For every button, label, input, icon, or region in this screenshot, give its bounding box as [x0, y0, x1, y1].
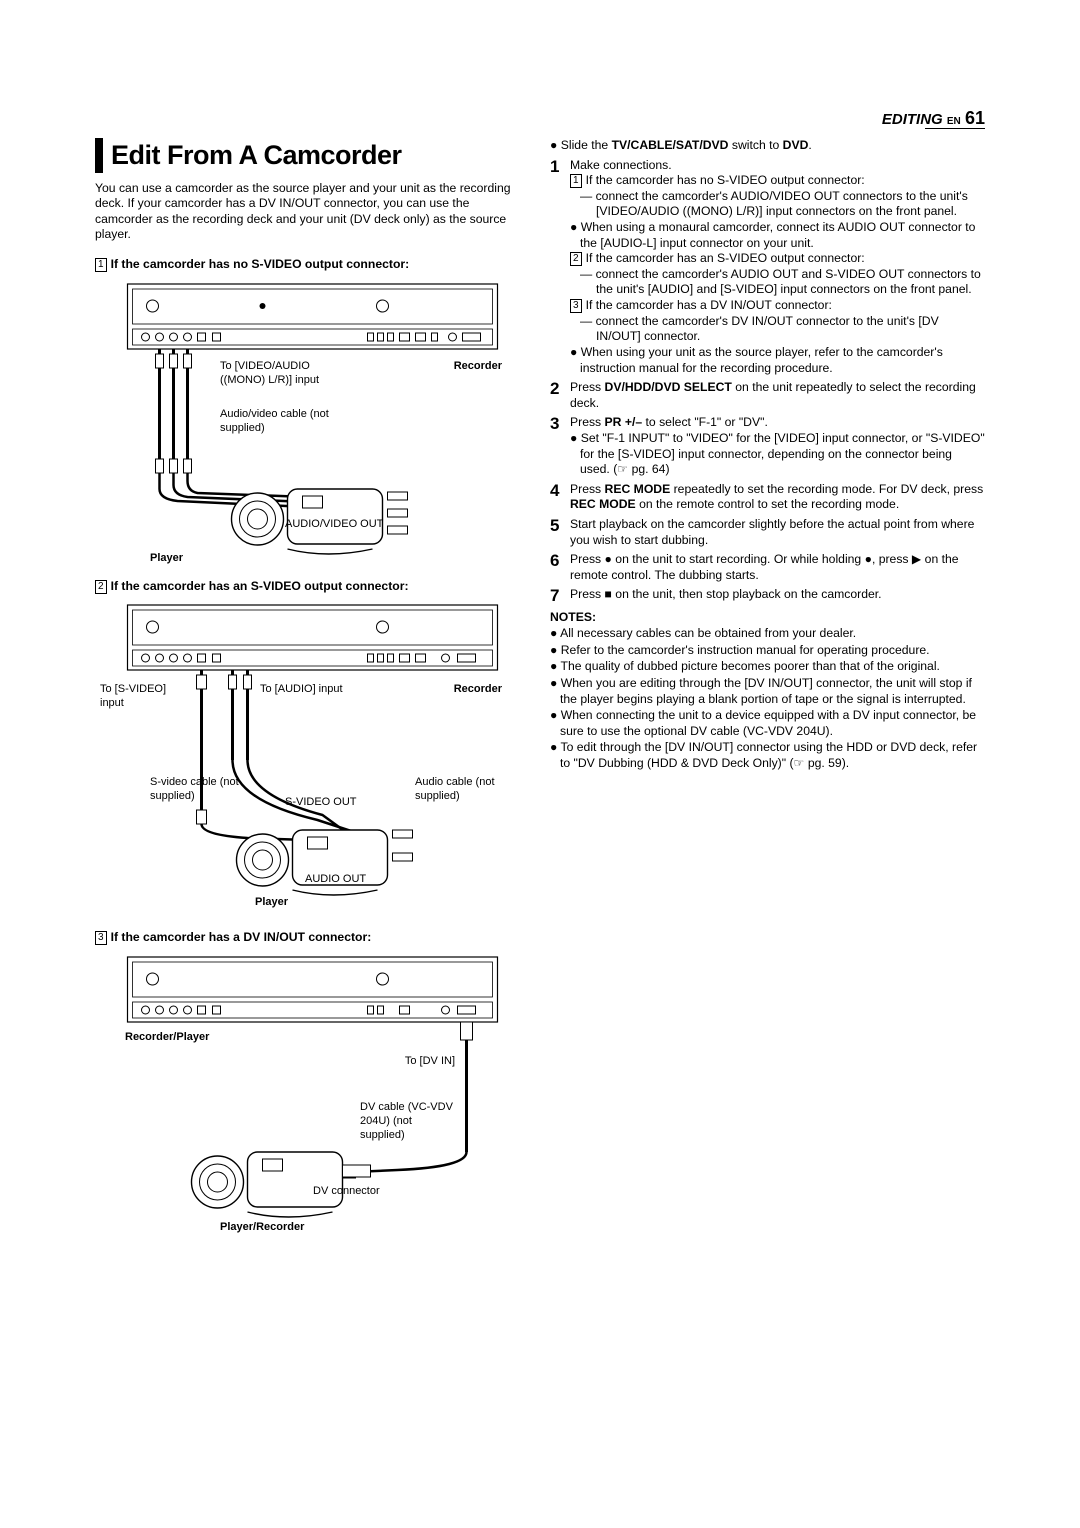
case-3-text: If the camcorder has a DV IN/OUT connect…: [111, 930, 372, 944]
step-7-text: Press ■ on the unit, then stop playback …: [570, 587, 985, 604]
step-3-bullet: ● Set "F-1 INPUT" to "VIDEO" for the [VI…: [570, 431, 985, 478]
d2-to-svideo: To [S-VIDEO] input: [100, 682, 180, 710]
d2-to-audio: To [AUDIO] input: [260, 682, 343, 696]
step-1: 1 Make connections. 1If the camcorder ha…: [550, 158, 985, 377]
left-column: Edit From A Camcorder You can use a camc…: [95, 138, 530, 1250]
step-1-sub-c-dash: — connect the camcorder's DV IN/OUT conn…: [570, 314, 985, 345]
step-1-sub-a-dash: — connect the camcorder's AUDIO/VIDEO OU…: [570, 189, 985, 220]
step-1-sub-c: 3If the camcorder has a DV IN/OUT connec…: [570, 298, 985, 314]
step-1-text: Make connections.: [570, 158, 985, 174]
section-name: EDITING: [882, 111, 943, 128]
d2-svideo-out: S-VIDEO OUT: [285, 795, 357, 809]
diagram-2: To [S-VIDEO] input To [AUDIO] input Reco…: [95, 600, 530, 920]
right-column: ● Slide the TV/CABLE/SAT/DVD switch to D…: [550, 138, 985, 1250]
step-4-text: Press REC MODE repeatedly to set the rec…: [570, 482, 985, 513]
pre-step: ● Slide the TV/CABLE/SAT/DVD switch to D…: [550, 138, 985, 154]
step-number: 4: [550, 482, 570, 513]
diagram-3: Recorder/Player To [DV IN] DV cable (VC-…: [95, 952, 530, 1242]
page-header: EDITING EN 61: [882, 108, 985, 129]
note-4: ● When you are editing through the [DV I…: [550, 676, 985, 707]
step-2: 2 Press DV/HDD/DVD SELECT on the unit re…: [550, 380, 985, 411]
case-2-heading: 2 If the camcorder has an S-VIDEO output …: [95, 579, 530, 595]
case-number-box: 3: [95, 931, 107, 945]
d1-recorder: Recorder: [454, 359, 502, 373]
step-number: 2: [550, 380, 570, 411]
step-5-text: Start playback on the camcorder slightly…: [570, 517, 985, 548]
step-6-text: Press ● on the unit to start recording. …: [570, 552, 985, 583]
case-1-heading: 1 If the camcorder has no S-VIDEO output …: [95, 257, 530, 273]
d3-player-recorder: Player/Recorder: [220, 1220, 304, 1234]
step-6: 6 Press ● on the unit to start recording…: [550, 552, 985, 583]
step-5: 5 Start playback on the camcorder slight…: [550, 517, 985, 548]
case-number-box: 2: [95, 580, 107, 594]
note-6: ● To edit through the [DV IN/OUT] connec…: [550, 740, 985, 771]
d1-avout: AUDIO/VIDEO OUT: [285, 517, 383, 531]
step-number: 3: [550, 415, 570, 477]
step-number: 6: [550, 552, 570, 583]
step-1-sub-a-bullet: ● When using a monaural camcorder, conne…: [570, 220, 985, 251]
step-number: 5: [550, 517, 570, 548]
d1-player: Player: [150, 551, 183, 565]
notes-list: ● All necessary cables can be obtained f…: [550, 626, 985, 771]
d3-dv-cable: DV cable (VC-VDV 204U) (not supplied): [360, 1100, 455, 1142]
case-3-heading: 3 If the camcorder has a DV IN/OUT connec…: [95, 930, 530, 946]
case-2-text: If the camcorder has an S-VIDEO output c…: [111, 579, 409, 593]
step-number: 7: [550, 587, 570, 604]
note-5: ● When connecting the unit to a device e…: [550, 708, 985, 739]
note-3: ● The quality of dubbed picture becomes …: [550, 659, 985, 675]
section-title: Edit From A Camcorder: [95, 138, 530, 173]
step-number: 1: [550, 158, 570, 377]
d3-dv-connector: DV connector: [313, 1184, 380, 1198]
case-1-text: If the camcorder has no S-VIDEO output c…: [111, 257, 410, 271]
d2-audio-out: AUDIO OUT: [305, 872, 366, 886]
d2-recorder: Recorder: [454, 682, 502, 696]
d2-svideo-cable: S-video cable (not supplied): [150, 775, 245, 803]
lang-code: EN: [947, 116, 961, 127]
step-4: 4 Press REC MODE repeatedly to set the r…: [550, 482, 985, 513]
step-1-sub-b: 2If the camcorder has an S-VIDEO output …: [570, 251, 985, 267]
d3-recorder-player: Recorder/Player: [125, 1030, 209, 1044]
step-3-text: Press PR +/– to select "F-1" or "DV".: [570, 415, 985, 431]
step-7: 7 Press ■ on the unit, then stop playbac…: [550, 587, 985, 604]
d2-player: Player: [255, 895, 288, 909]
page-number: 61: [965, 108, 985, 128]
note-2: ● Refer to the camcorder's instruction m…: [550, 643, 985, 659]
step-1-sub-b-dash: — connect the camcorder's AUDIO OUT and …: [570, 267, 985, 298]
step-1-sub-a: 1If the camcorder has no S-VIDEO output …: [570, 173, 985, 189]
header-rule: [925, 128, 985, 129]
notes-heading: NOTES:: [550, 610, 985, 626]
case-number-box: 1: [95, 258, 107, 272]
step-1-sub-c-bullet: ● When using your unit as the source pla…: [570, 345, 985, 376]
d1-av-cable: Audio/video cable (not supplied): [220, 407, 360, 435]
note-1: ● All necessary cables can be obtained f…: [550, 626, 985, 642]
step-2-text: Press DV/HDD/DVD SELECT on the unit repe…: [570, 380, 985, 411]
d3-to-dvin: To [DV IN]: [405, 1054, 455, 1068]
d1-to-video-audio: To [VIDEO/AUDIO ((MONO) L/R)] input: [220, 359, 350, 387]
step-3: 3 Press PR +/– to select "F-1" or "DV". …: [550, 415, 985, 477]
d2-audio-cable: Audio cable (not supplied): [415, 775, 495, 803]
intro-paragraph: You can use a camcorder as the source pl…: [95, 181, 530, 243]
diagram-1: To [VIDEO/AUDIO ((MONO) L/R)] input Reco…: [95, 279, 530, 569]
